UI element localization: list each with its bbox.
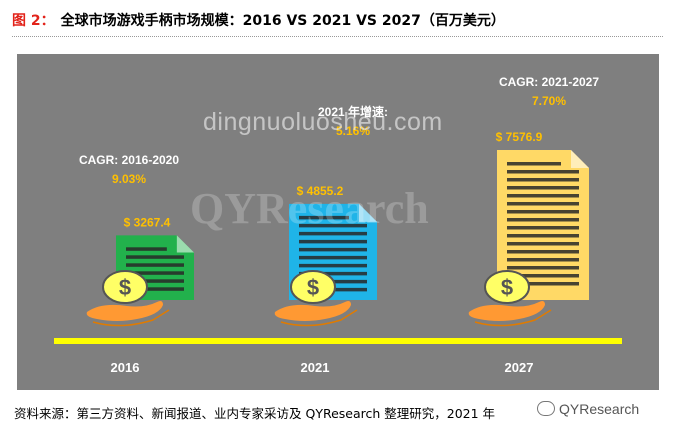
bar-line — [507, 170, 579, 174]
annotation-value-2016: 9.03% — [112, 172, 146, 186]
bar-line — [126, 271, 184, 275]
title-divider — [12, 36, 663, 37]
bar-line — [507, 162, 561, 166]
bar-line — [507, 218, 579, 222]
bar-line — [299, 271, 367, 276]
annotation-label-2016: CAGR: 2016-2020 — [79, 153, 179, 167]
value-label-2021: $ 4855.2 — [297, 184, 344, 198]
dollar-sign: $ — [307, 275, 319, 300]
bar-line — [507, 282, 579, 286]
hand-outline — [474, 309, 552, 327]
bar-line — [507, 186, 579, 190]
hand-icon — [86, 301, 163, 321]
bar-line — [299, 239, 367, 244]
bar-line — [507, 226, 579, 230]
bar-line — [299, 215, 349, 220]
bar-line — [507, 234, 579, 238]
coin-icon — [290, 270, 336, 304]
hand-icon — [274, 301, 351, 321]
figure-title: 图 2： 全球市场游戏手柄市场规模：2016 VS 2021 VS 2027（百万… — [12, 10, 505, 30]
bar-fold-2021 — [359, 203, 377, 222]
bar-2016: $ — [86, 235, 194, 327]
source-note: 资料来源：第三方资料、新闻报道、业内专家采访及 QYResearch 整理研究，… — [14, 406, 496, 421]
hand-outline — [280, 309, 358, 327]
bar-line — [299, 247, 367, 252]
bar-line — [507, 242, 579, 246]
bar-fold-2016 — [176, 235, 194, 253]
tick-label-2027: 2027 — [505, 360, 534, 375]
bar-line — [299, 223, 367, 228]
wechat-icon — [537, 401, 555, 416]
bar-line — [126, 255, 184, 259]
hand-outline — [92, 309, 170, 327]
coin-icon — [102, 270, 148, 304]
watermark-text: dingnuoluosheu.com — [203, 108, 443, 136]
bar-line — [126, 287, 184, 291]
bar-fold-2027 — [571, 150, 589, 168]
bar-line — [126, 279, 184, 283]
bar-line — [507, 250, 579, 254]
hand-icon — [468, 301, 545, 321]
bar-line — [507, 210, 579, 214]
annotation-label-2027: CAGR: 2021-2027 — [499, 75, 599, 89]
bar-line — [507, 258, 579, 262]
annotation-value-2021: 5.16% — [336, 124, 370, 138]
bar-line — [126, 263, 184, 267]
annotation-value-2027: 7.70% — [532, 94, 566, 108]
figure-title-text: 全球市场游戏手柄市场规模：2016 VS 2021 VS 2027（百万美元） — [60, 13, 505, 29]
figure-number: 图 2： — [12, 13, 55, 29]
dollar-sign: $ — [119, 275, 131, 300]
value-label-2016: $ 3267.4 — [124, 215, 171, 229]
brand-name: QYResearch — [559, 401, 640, 417]
bar-line — [507, 274, 579, 278]
chart-canvas: $ $ 3267.4 2016 CAGR: 2016-2020 9.03% $ $ 4855… — [54, 75, 622, 375]
bar-line — [507, 266, 579, 270]
bar-line — [126, 247, 167, 251]
watermark-logo: QYResearch — [190, 184, 429, 233]
bar-line — [507, 202, 579, 206]
value-label-2027: $ 7576.9 — [496, 130, 543, 144]
x-axis-line — [54, 338, 622, 344]
chart-panel: $ $ 3267.4 2016 CAGR: 2016-2020 9.03% $ $ 4855… — [17, 54, 659, 390]
tick-label-2021: 2021 — [301, 360, 330, 375]
bar-line — [507, 178, 579, 182]
bar-line — [299, 263, 367, 268]
bar-2021: $ — [274, 203, 377, 327]
tick-label-2016: 2016 — [111, 360, 140, 375]
brand-mark: QYResearch — [537, 401, 639, 417]
dollar-sign: $ — [501, 275, 513, 300]
bar-line — [507, 194, 579, 198]
coin-icon — [484, 270, 530, 304]
bar-line — [299, 231, 367, 236]
annotation-label-2021: 2021 年增速: — [318, 104, 388, 119]
bar-line — [299, 255, 367, 260]
bar-2027: $ — [468, 150, 589, 327]
